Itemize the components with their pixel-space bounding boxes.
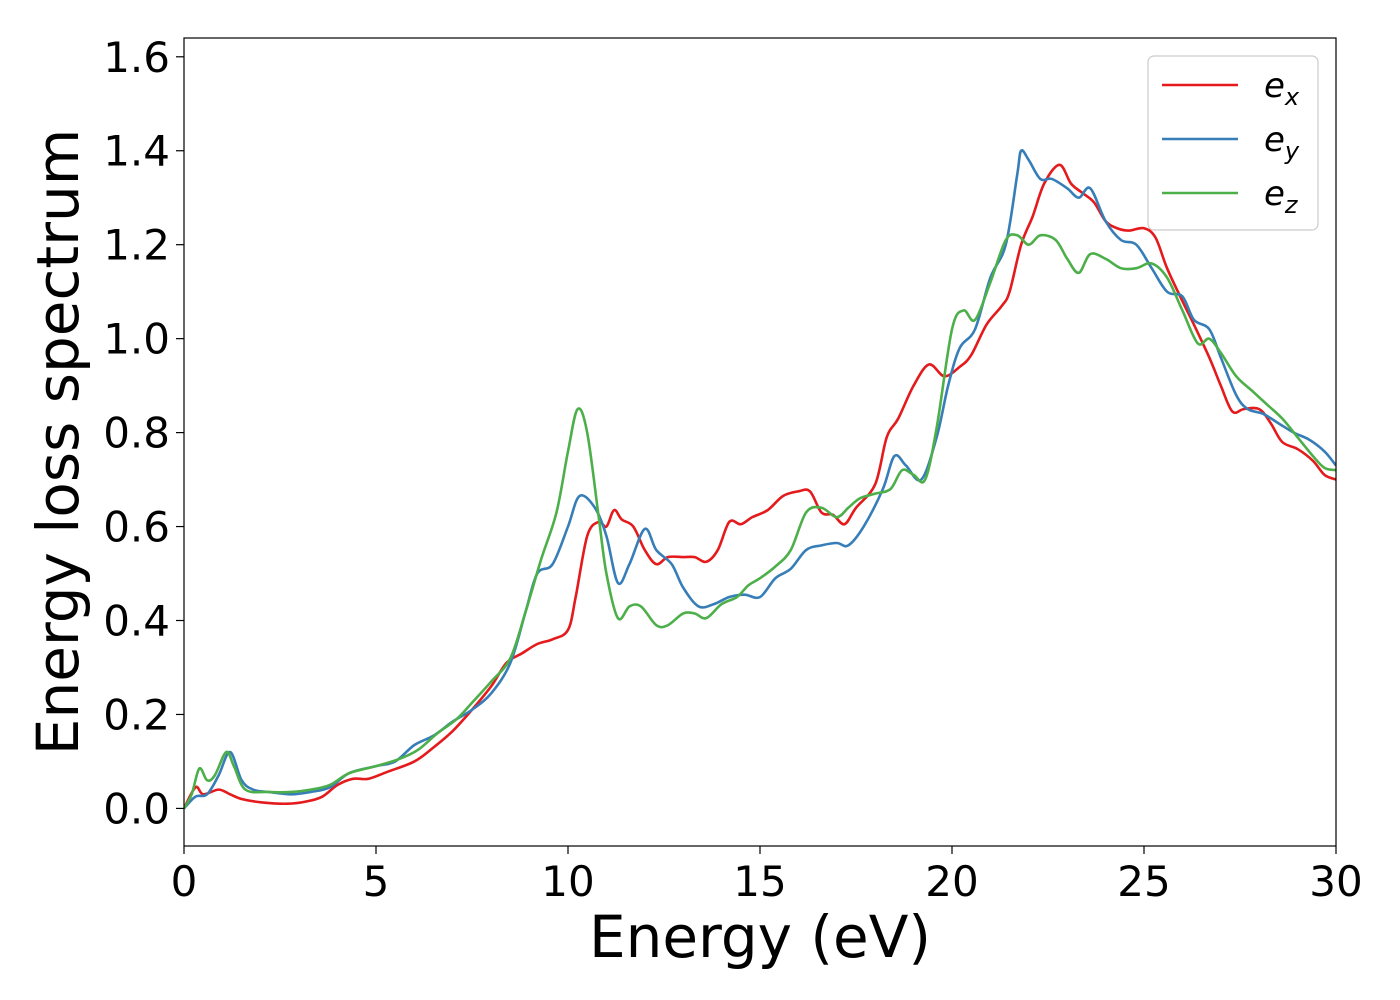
y-tick-label: 1.6 [103, 33, 170, 82]
y-tick-label: 0.0 [103, 784, 170, 833]
y-tick-label: 0.8 [103, 409, 170, 458]
series-line-ez [184, 233, 1336, 810]
legend: ex ey ez [1147, 55, 1319, 231]
x-axis: 0 5 10 15 20 25 30 [171, 846, 1363, 906]
y-tick-label: 1.0 [103, 315, 170, 364]
y-axis: 0.0 0.2 0.4 0.6 0.8 1.0 1.2 1.4 1.6 [103, 33, 184, 833]
y-tick-label: 0.4 [103, 597, 170, 646]
legend-label-ey: ey [1264, 120, 1300, 165]
y-tick-label: 0.2 [103, 690, 170, 739]
x-axis-label: Energy (eV) [589, 903, 931, 971]
y-tick-label: 1.2 [103, 221, 170, 270]
x-tick-label: 15 [733, 857, 786, 906]
series-layer [184, 148, 1336, 810]
x-tick-label: 0 [171, 857, 198, 906]
x-tick-label: 10 [541, 857, 594, 906]
x-tick-label: 20 [925, 857, 978, 906]
series-line-ex [184, 163, 1336, 810]
x-tick-label: 25 [1117, 857, 1170, 906]
legend-box [1147, 55, 1319, 231]
x-tick-label: 30 [1309, 857, 1362, 906]
y-tick-label: 1.4 [103, 127, 170, 176]
x-tick-label: 5 [363, 857, 390, 906]
legend-label-ez: ez [1264, 174, 1299, 219]
series-line-ey [184, 148, 1336, 810]
y-axis-label: Energy loss spectrum [24, 129, 92, 755]
y-tick-label: 0.6 [103, 503, 170, 552]
legend-label-ex: ex [1264, 66, 1300, 111]
